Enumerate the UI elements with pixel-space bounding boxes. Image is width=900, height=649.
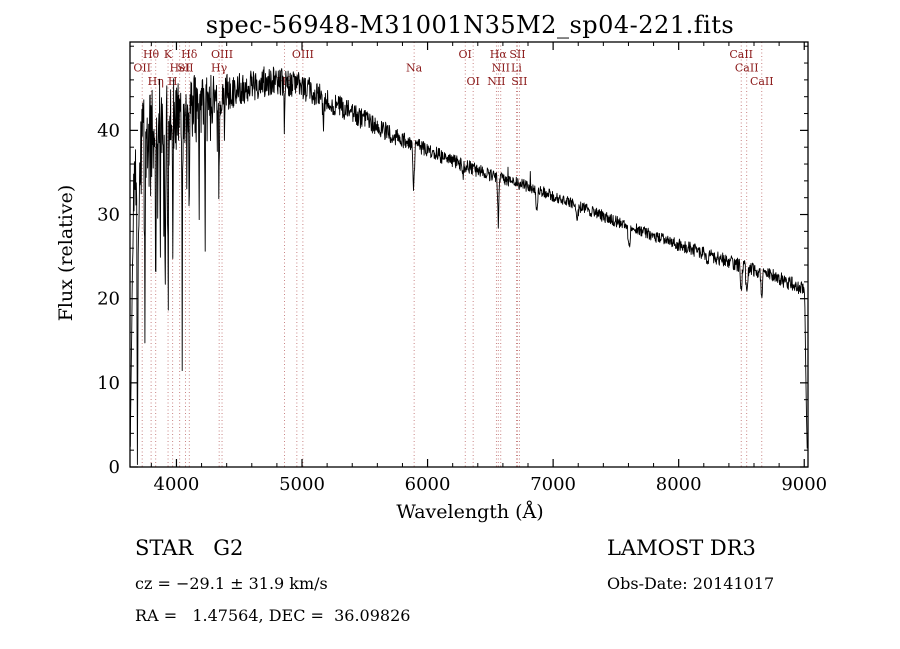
obs-date-value: Obs-Date: 20141017 <box>607 574 775 593</box>
spectral-line-label: OI <box>459 48 472 61</box>
spectral-line-label: K <box>164 48 173 61</box>
spectral-line-label: NII <box>487 75 505 88</box>
spectral-line-label: Na <box>406 62 423 75</box>
spectral-line-label: OIII <box>211 48 233 61</box>
spectral-line-label: OII <box>133 62 151 75</box>
spectral-line-label: SII <box>511 75 527 88</box>
spectral-line-label: CaII <box>735 62 759 75</box>
y-axis-tick-label: 30 <box>97 205 120 226</box>
x-axis-tick-label: 4000 <box>154 474 200 495</box>
x-axis-label: Wavelength (Å) <box>396 501 544 523</box>
y-axis-label: Flux (relative) <box>55 184 77 322</box>
object-class-label: STAR G2 <box>135 536 244 560</box>
x-axis-tick-label: 6000 <box>405 474 451 495</box>
plot-frame <box>129 41 809 468</box>
y-axis-tick-label: 10 <box>97 373 120 394</box>
spectral-line-label: NII <box>492 62 510 75</box>
spectral-line-label: Hδ <box>181 48 198 61</box>
spectral-line-label: CaII <box>750 75 774 88</box>
spectral-line-label: HeI <box>169 62 189 75</box>
y-axis-tick-label: 40 <box>97 120 120 141</box>
x-axis-tick-label: 8000 <box>656 474 702 495</box>
spectral-line-label: SII <box>177 62 193 75</box>
cz-value: cz = −29.1 ± 31.9 km/s <box>135 574 328 593</box>
spectral-line-label: Li <box>511 62 522 75</box>
spectral-line-label: SII <box>509 48 525 61</box>
y-axis-tick-label: 0 <box>109 457 120 478</box>
x-axis-tick-label: 5000 <box>279 474 325 495</box>
spectrum-trace <box>129 66 808 465</box>
spectral-line-label: OIII <box>292 48 314 61</box>
survey-label: LAMOST DR3 <box>607 536 756 560</box>
spectral-line-label: Hα <box>490 48 508 61</box>
spectral-line-label: CaII <box>729 48 753 61</box>
ra-dec-value: RA = 1.47564, DEC = 36.09826 <box>135 606 411 625</box>
spectral-line-label: H <box>168 75 178 88</box>
spectral-line-label: OI <box>466 75 479 88</box>
chart-title: spec-56948-M31001N35M2_sp04-221.fits <box>205 11 735 39</box>
spectral-line-label: Hθ <box>143 48 160 61</box>
y-axis-tick-label: 20 <box>97 289 120 310</box>
x-axis-tick-label: 9000 <box>781 474 827 495</box>
spectral-line-label: Hγ <box>211 62 228 75</box>
spectral-line-label: Hη <box>148 75 164 88</box>
x-axis-tick-label: 7000 <box>530 474 576 495</box>
